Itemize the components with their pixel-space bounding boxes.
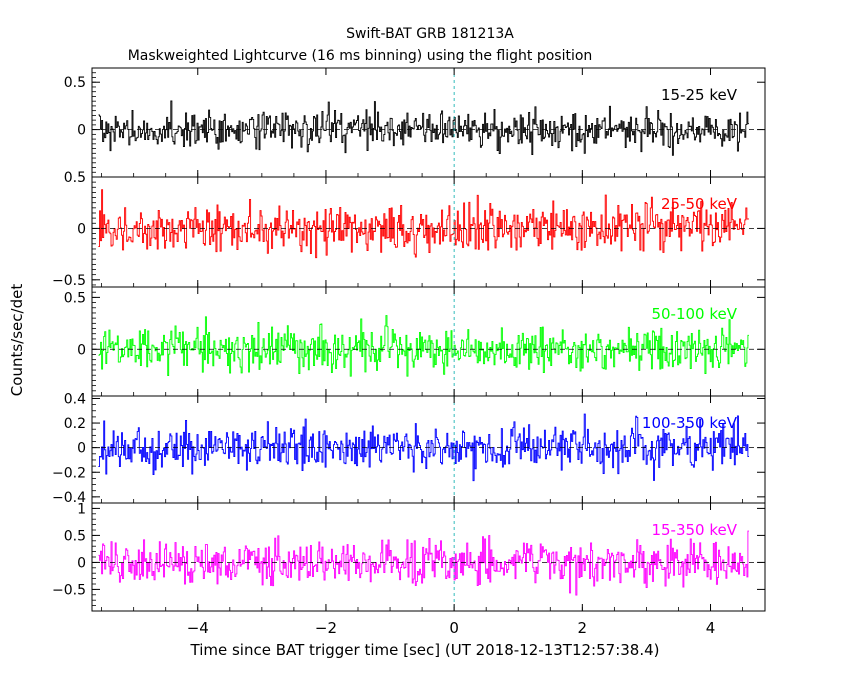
- panel-2: −0.5 0 0.5 25-50 keV: [52, 170, 766, 289]
- y-tick-label: 0.4: [64, 391, 86, 407]
- y-tick-label: 0: [77, 342, 86, 358]
- x-tick-label: 2: [578, 619, 588, 637]
- panels-group: 0 0.5 15-25 keV −0.5 0 0.5 25-50 keV 0 0.5 50-100…: [52, 67, 766, 612]
- y-tick-label: −0.5: [52, 273, 86, 289]
- series-trace-3: [98, 315, 749, 377]
- panel-frame: [91, 286, 766, 397]
- x-tick-label: 4: [706, 619, 716, 637]
- y-tick-label: −0.5: [52, 582, 86, 598]
- y-tick-label: 0: [77, 555, 86, 571]
- x-tick-label: −4: [187, 619, 209, 637]
- panel-1: 0 0.5 15-25 keV: [64, 67, 766, 178]
- y-tick-label: −0.4: [52, 490, 86, 506]
- series-label-3: 50-100 keV: [651, 305, 737, 323]
- y-tick-label: 0.5: [64, 170, 86, 186]
- panel-5: −0.5 0 0.5 1 15-350 keV: [52, 501, 766, 612]
- panel-4: −0.4 −0.2 0 0.2 0.4 100-350 keV: [52, 391, 766, 506]
- x-tick-labels: −4 −2 0 2 4: [187, 619, 716, 637]
- series-label-4: 100-350 keV: [642, 414, 738, 432]
- x-tick-label: −2: [315, 619, 337, 637]
- y-tick-label: 0.5: [64, 528, 86, 544]
- series-trace-5: [98, 530, 749, 596]
- x-axis-label: Time since BAT trigger time [sec] (UT 20…: [190, 641, 660, 659]
- y-tick-label: 0: [77, 441, 86, 457]
- series-trace-4: [98, 413, 749, 482]
- y-tick-label: 0.5: [64, 290, 86, 306]
- series-label-2: 25-50 keV: [661, 195, 738, 213]
- y-tick-label: 0.2: [64, 416, 86, 432]
- x-tick-label: 0: [449, 619, 459, 637]
- series-trace-2: [98, 189, 749, 259]
- series-trace-1: [98, 100, 749, 156]
- y-tick-label: 0.5: [64, 75, 86, 91]
- y-axis-label: Counts/sec/det: [8, 284, 26, 397]
- chart-subtitle: Maskweighted Lightcurve (16 ms binning) …: [128, 48, 593, 64]
- series-label-5: 15-350 keV: [651, 521, 737, 539]
- series-label-1: 15-25 keV: [661, 86, 738, 104]
- y-tick-label: 0: [77, 221, 86, 237]
- chart-title: Swift-BAT GRB 181213A: [346, 26, 514, 42]
- y-tick-label: 0: [77, 123, 86, 139]
- panel-3: 0 0.5 50-100 keV: [64, 286, 766, 397]
- y-tick-label: −0.2: [52, 465, 86, 481]
- y-tick-label: 1: [77, 501, 86, 517]
